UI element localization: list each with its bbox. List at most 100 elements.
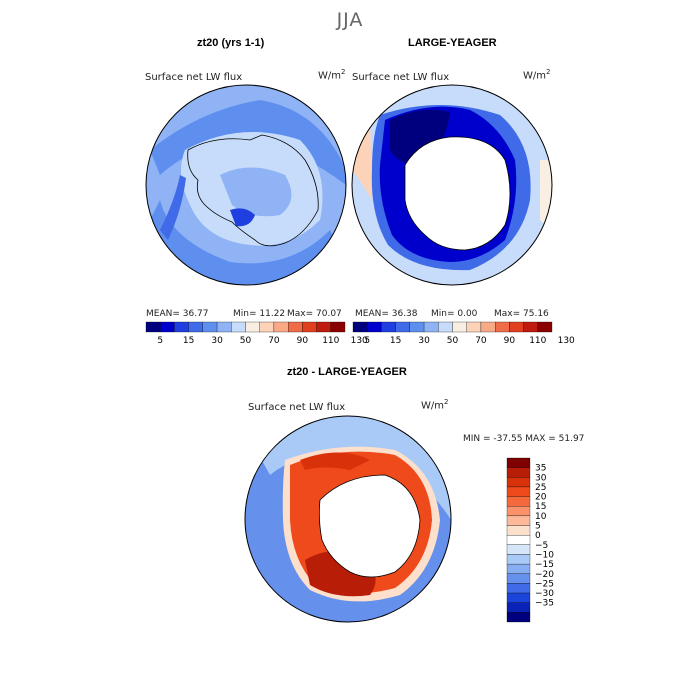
panel2-colorbar-swatch <box>409 321 425 333</box>
panel2-map-border <box>351 84 553 286</box>
panel1-mean: MEAN= 36.77 <box>146 309 209 319</box>
panel1-colorbar-tick-label: 90 <box>297 336 309 346</box>
season-title: JJA <box>336 9 364 31</box>
panel1-colorbar: 5 15 30 50 70 90 110 130 <box>145 321 368 346</box>
diff-colorbar-swatch <box>506 583 531 594</box>
panel1-colorbar-tick-label: 30 <box>211 336 223 346</box>
panel2-colorbar-swatch <box>381 321 396 333</box>
diff-band-north <box>245 416 451 520</box>
panel1-colorbar-tick-label: 130 <box>351 336 368 346</box>
diff-colorbar-swatch <box>506 486 531 497</box>
panel1-colorbar-swatch <box>231 321 246 333</box>
panel1-colorbar-swatch <box>330 321 346 333</box>
panel2-colorbar-swatch <box>480 321 496 333</box>
panel2-coastline <box>404 136 511 251</box>
panel1-colorbar-swatch <box>259 321 275 333</box>
panel1-map <box>146 85 346 285</box>
panel2-colorbar-swatch <box>395 321 411 333</box>
panel2-colorbar-swatch <box>438 321 453 333</box>
panel2-unit-label: W/m2 <box>523 68 551 82</box>
panel1-unit-label: W/m2 <box>318 68 346 82</box>
diff-variable-label: Surface net LW flux <box>248 402 346 413</box>
panel2-colorbar-tick-label: 50 <box>447 336 459 346</box>
diff-colorbar-swatch <box>506 506 531 517</box>
diff-panel-title: zt20 - LARGE-YEAGER <box>287 366 407 378</box>
diff-colorbar-tick-label: 15 <box>535 502 546 512</box>
panel2-colorbar-tick-label: 70 <box>475 336 487 346</box>
panel1-colorbar-swatch <box>316 321 331 333</box>
panel1-colorbar-swatch <box>273 321 289 333</box>
panel2-min: Min= 0.00 <box>431 309 478 319</box>
panel2-colorbar-swatch <box>523 321 538 333</box>
panel1-colorbar-swatch <box>216 321 232 333</box>
panel2-colorbar-swatch <box>452 321 467 333</box>
diff-colorbar-swatch <box>506 496 531 507</box>
panel2-colorbar: 5 15 30 50 70 90 110 130 <box>352 321 575 346</box>
diff-colorbar-swatch <box>506 563 531 574</box>
panel1-colorbar-swatch <box>302 321 317 333</box>
diff-colorbar-tick-label: 35 <box>535 464 546 474</box>
panel1-colorbar-swatch <box>174 321 189 333</box>
diff-colorbar-tick-label: −10 <box>535 550 554 560</box>
diff-colorbar-tick-label: 5 <box>535 522 541 532</box>
panel2-colorbar-tick-label: 30 <box>418 336 430 346</box>
panel2-colorbar-swatch <box>537 321 553 333</box>
diff-colorbar-tick-label: −30 <box>535 589 554 599</box>
panel2-colorbar-tick-label: 90 <box>504 336 516 346</box>
diff-northern-maximum <box>300 452 370 470</box>
diff-colorbar-tick-label: −35 <box>535 599 554 609</box>
diff-continent-mask <box>319 475 420 577</box>
panel1-low-spot <box>230 208 255 227</box>
panel2-colorbar-swatch <box>367 321 382 333</box>
diff-map <box>245 416 451 622</box>
panel2-colorbar-tick-label: 5 <box>364 336 370 346</box>
diff-colorbar-swatch <box>506 544 531 555</box>
panel1-max: Max= 70.07 <box>287 309 342 319</box>
panel1-colorbar-tick-label: 5 <box>157 336 163 346</box>
panel1-coastline <box>187 134 319 247</box>
panel2-colorbar-swatch <box>509 321 524 333</box>
panel1-colorbar-tick-label: 15 <box>183 336 194 346</box>
diff-colorbar-tick-label: 10 <box>535 512 547 522</box>
diff-colorbar-swatch <box>506 477 531 488</box>
panel1-interior-field <box>220 167 292 217</box>
diff-colorbar-tick-label: 25 <box>535 483 546 493</box>
diff-colorbar-tick-label: 30 <box>535 473 547 483</box>
diff-colorbar-swatch <box>506 554 531 565</box>
panel2-colorbar-swatch <box>466 321 482 333</box>
panel1-band-lower <box>150 200 340 285</box>
panel1-colorbar-swatch <box>245 321 260 333</box>
panel1-colorbar-swatch <box>145 321 161 333</box>
diff-map-border <box>244 415 452 623</box>
panel1-colorbar-swatch <box>202 321 218 333</box>
panel1-variable-label: Surface net LW flux <box>145 72 243 83</box>
diff-colorbar-swatch <box>506 573 531 584</box>
panel1-map-border <box>145 84 347 286</box>
panel2-variable-label: Surface net LW flux <box>352 72 450 83</box>
diff-colorbar-tick-label: −15 <box>535 560 554 570</box>
panel2-colorbar-swatch <box>352 321 368 333</box>
panel1-colorbar-tick-label: 110 <box>322 336 339 346</box>
diff-colorbar-tick-label: 20 <box>535 493 547 503</box>
panel2-continent-mask <box>405 136 510 250</box>
diff-colorbar-swatch <box>506 467 531 478</box>
panel1-min: Min= 11.22 <box>233 309 286 319</box>
diff-colorbar-swatch <box>506 457 531 468</box>
diff-colorbar-swatch <box>506 602 531 613</box>
panel2-colorbar-swatch <box>494 321 510 333</box>
diff-coastline <box>318 474 421 578</box>
panel2-mean: MEAN= 36.38 <box>355 309 418 319</box>
panel2-colorbar-tick-label: 15 <box>390 336 401 346</box>
panel2-title: LARGE-YEAGER <box>408 37 497 49</box>
diff-colorbar-tick-label: 0 <box>535 531 541 541</box>
diff-colorbar-swatch <box>506 592 531 603</box>
diff-colorbar-tick-label: −20 <box>535 570 554 580</box>
panel1-band-outer <box>150 100 346 185</box>
diff-colorbar-swatch <box>506 612 531 623</box>
diff-colorbar-tick-label: −25 <box>535 579 554 589</box>
diff-colorbar-swatch <box>506 515 531 526</box>
panel1-colorbar-tick-label: 70 <box>268 336 280 346</box>
panel1-colorbar-tick-label: 50 <box>240 336 252 346</box>
